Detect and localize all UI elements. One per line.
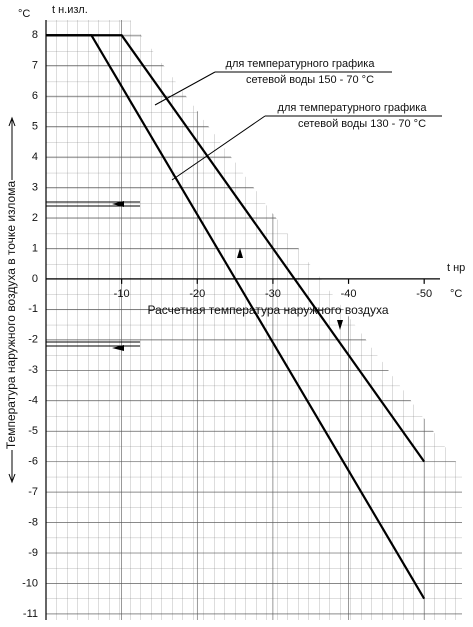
y-unit: °C	[18, 8, 30, 20]
y-tick-label: -8	[28, 516, 38, 528]
y-title: Температура наружного воздуха в точке из…	[4, 181, 18, 450]
y-title-arrows	[8, 116, 16, 484]
y-tick-label: 3	[32, 181, 38, 193]
y-tick-label: 2	[32, 212, 38, 224]
y-tick-label: -11	[23, 608, 38, 620]
y-tick-label: 8	[32, 29, 38, 41]
x-tick-label: -20	[189, 288, 205, 300]
y-tick-label: -9	[28, 547, 38, 559]
y-tick-label: 0	[32, 273, 38, 285]
x-symbol: t нр	[447, 262, 465, 274]
x-title: Расчетная температура наружного воздуха	[147, 303, 388, 317]
x-tick-label: -50	[416, 288, 432, 300]
y-tick-label: 7	[32, 60, 38, 72]
annotation-leader	[171, 115, 442, 181]
y-tick-label: -5	[28, 425, 38, 437]
y-tick-label: -2	[28, 334, 38, 346]
y-symbol: t н.изл.	[52, 4, 88, 16]
x-tick-label: -40	[341, 288, 357, 300]
y-tick-label: 1	[32, 242, 38, 254]
y-tick-label: -6	[28, 456, 38, 468]
y-tick-label: -10	[22, 577, 38, 589]
annotation: сетевой воды 130 - 70 °C	[298, 118, 426, 130]
guide-lines	[46, 201, 140, 347]
annotation: сетевой воды 150 - 70 °C	[246, 74, 374, 86]
y-tick-label: -4	[28, 395, 38, 407]
y-tick-label: -3	[28, 364, 38, 376]
annotation: для температурного графика	[278, 102, 428, 114]
annotation-leader	[154, 71, 392, 106]
series-line	[46, 34, 426, 600]
y-tick-label: -1	[28, 303, 38, 315]
x-tick-label: -10	[114, 288, 130, 300]
y-tick-label: 4	[32, 151, 38, 163]
y-tick-label: 6	[32, 90, 38, 102]
x-tick-label: -30	[265, 288, 281, 300]
y-tick-label: -7	[28, 486, 38, 498]
annotation: для температурного графика	[226, 58, 376, 70]
y-tick-label: 5	[32, 121, 38, 133]
x-unit: °C	[450, 288, 462, 300]
